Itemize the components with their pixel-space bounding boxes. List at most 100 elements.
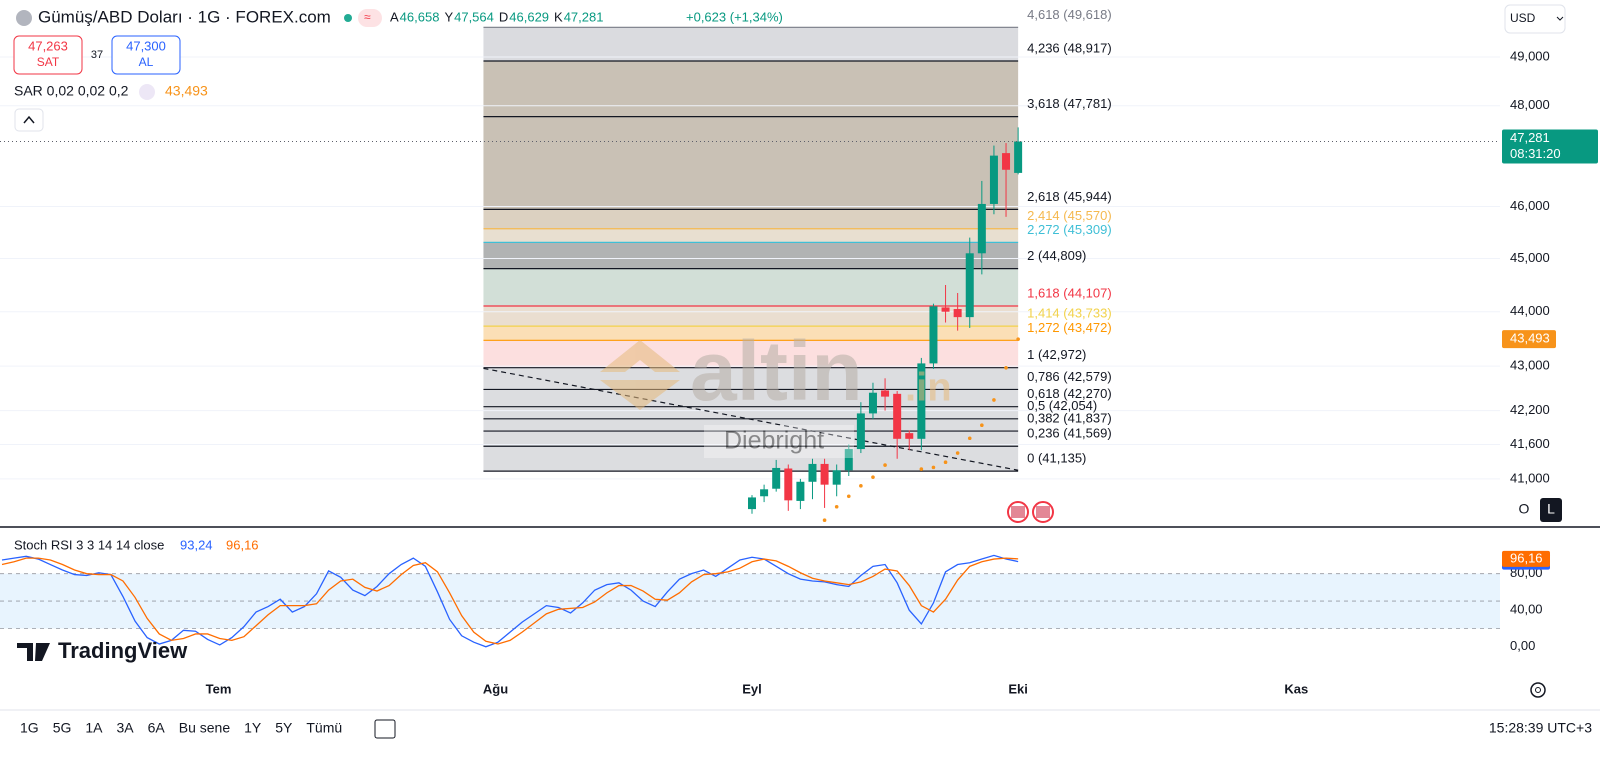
flag-icon <box>1011 506 1025 518</box>
sar-dot <box>822 518 827 523</box>
stoch-line <box>1 557 1019 645</box>
status-badge <box>358 9 382 27</box>
fib-band <box>483 116 1019 210</box>
sar-dot <box>955 451 960 455</box>
candle-body <box>977 203 986 254</box>
ohlc-label: Y <box>444 9 453 24</box>
fib-label: 0,236 (41,569) <box>1027 426 1112 441</box>
range-button[interactable]: Bu sene <box>179 720 231 736</box>
fib-label: 2,618 (45,944) <box>1027 189 1112 204</box>
scale-button[interactable]: L <box>1547 501 1555 517</box>
fib-label: 3,618 (47,781) <box>1027 96 1112 111</box>
source-box <box>704 425 854 458</box>
candle-body <box>989 155 998 204</box>
candle-body <box>820 463 829 485</box>
currency-select[interactable] <box>1504 4 1566 34</box>
candle-body <box>772 467 781 489</box>
fib-band <box>483 431 1019 447</box>
legend: Gümüş/ABD Doları · 1G · FOREX.com ≈ A 46,… <box>13 7 783 552</box>
trendline <box>483 367 1019 471</box>
buy-label: AL <box>139 55 154 69</box>
watermark-suffix: .in <box>905 366 952 410</box>
ohlc-value: 46,658 <box>400 9 440 24</box>
axes: 41,000 41,600 42,200 43,000 44,000 45,000 46,0… <box>206 7 1598 696</box>
range-button[interactable]: 6A <box>148 720 166 736</box>
sar-legend[interactable]: SAR 0,02 0,02 0,2 <box>14 83 129 99</box>
log-button-bg[interactable] <box>1540 498 1562 522</box>
fib-band <box>483 228 1019 243</box>
candle-body <box>905 433 914 439</box>
scale-button[interactable]: O <box>1519 501 1530 517</box>
change: +0,623 (+1,34%) <box>686 9 783 24</box>
fib-label: 1 (42,972) <box>1027 347 1086 362</box>
candle-body <box>856 413 865 450</box>
fib-label: 0,382 (41,837) <box>1027 410 1112 425</box>
price-tick-label: 44,000 <box>1510 303 1550 318</box>
candle-body <box>893 393 902 439</box>
fib-label: 4,618 (49,618) <box>1027 7 1112 22</box>
sar-dot <box>943 460 948 465</box>
status-dot <box>344 14 352 22</box>
buy-button[interactable] <box>111 35 181 75</box>
ohlc-label: A <box>390 9 399 24</box>
clock[interactable]: 15:28:39 UTC+3 <box>1489 720 1592 736</box>
candle-body <box>1002 153 1011 170</box>
fib-label: 0,786 (42,579) <box>1027 369 1112 384</box>
watermark-source: Diebright <box>724 427 824 455</box>
settings-icon-core <box>1535 687 1541 693</box>
sar-icon <box>139 84 155 100</box>
ohlc-value: 46,629 <box>509 9 549 24</box>
symbol[interactable]: Gümüş/ABD Doları · 1G · FOREX.com <box>38 7 331 26</box>
price-pane <box>0 26 1500 523</box>
sar-price-label: 43,493 <box>1510 331 1550 346</box>
sar-price-box <box>1502 330 1556 349</box>
stoch-d-value: 96,16 <box>226 537 259 552</box>
chevron <box>23 115 35 124</box>
sar-dot <box>992 398 996 402</box>
dropdown-arrow <box>1556 16 1564 21</box>
status-icon: ≈ <box>364 10 371 24</box>
fib-label: 0 (41,135) <box>1027 451 1086 466</box>
sar-dot <box>871 475 875 479</box>
price-tick-label: 45,000 <box>1510 250 1550 265</box>
time-tick-label: Eyl <box>742 681 762 696</box>
settings-icon[interactable] <box>1530 682 1546 698</box>
candle-body <box>844 449 853 471</box>
sell-button[interactable] <box>13 35 83 75</box>
last-price-label: 47,281 <box>1510 130 1550 145</box>
events <box>1007 501 1054 523</box>
fib-label: 0,618 (42,270) <box>1027 386 1112 401</box>
candle-body <box>965 253 974 318</box>
calendar-icon[interactable] <box>374 719 396 739</box>
range-button[interactable]: 1G <box>20 720 39 736</box>
ohlc-value: 47,281 <box>564 9 604 24</box>
stoch-legend[interactable]: Stoch RSI 3 3 14 14 close <box>14 537 164 552</box>
currency: USD <box>1510 11 1536 25</box>
fib-retracement <box>483 26 1019 472</box>
range-button[interactable]: 5Y <box>275 720 293 736</box>
price-tick-label: 46,000 <box>1510 198 1550 213</box>
fib-band <box>483 340 1019 368</box>
toolbar: 1G 5G 1A 3A 6A Bu sene 1Y 5Y Tümü <box>20 720 342 736</box>
stoch-k-value: 93,24 <box>180 537 213 552</box>
range-button[interactable]: 3A <box>117 720 135 736</box>
price-tick-label: 48,000 <box>1510 97 1550 112</box>
fib-band <box>483 406 1019 419</box>
sar-dot <box>1004 366 1008 370</box>
fib-band <box>483 27 1019 61</box>
sar-dot <box>967 436 972 441</box>
fib-band <box>483 60 1019 117</box>
candle-body <box>917 363 926 439</box>
range-button[interactable]: Tümü <box>306 720 342 736</box>
stoch-pane <box>0 554 1500 648</box>
watermark-text: altin <box>690 324 863 418</box>
range-button[interactable]: 1A <box>85 720 103 736</box>
collapse-button[interactable] <box>14 108 44 132</box>
fib-label: 1,414 (43,733) <box>1027 306 1112 321</box>
range-button[interactable]: 5G <box>53 720 72 736</box>
time-tick-label: Kas <box>1284 681 1308 696</box>
range-button[interactable]: 1Y <box>244 720 262 736</box>
ohlc: A 46,658 Y 47,564 D 46,629 K 47,281 <box>390 9 603 24</box>
